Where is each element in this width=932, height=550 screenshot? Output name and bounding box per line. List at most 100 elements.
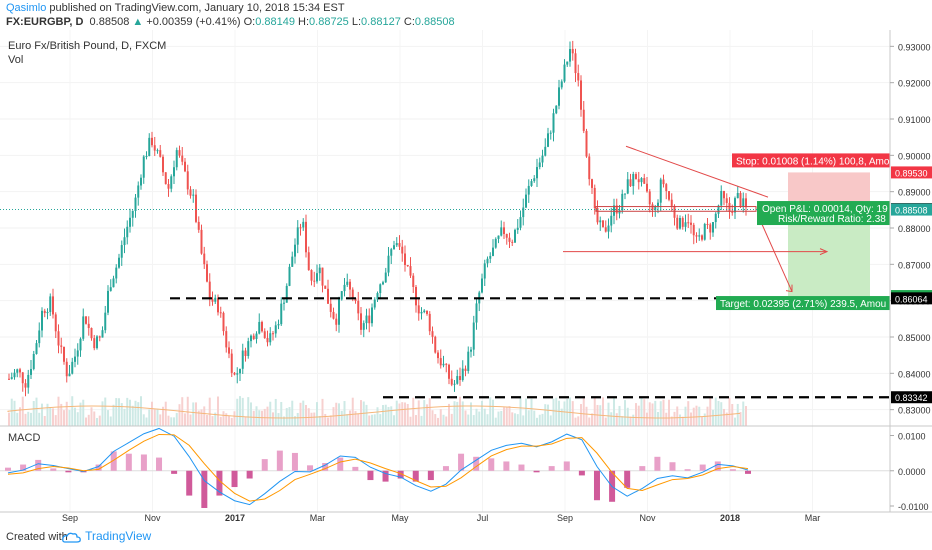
volume-bar (679, 414, 681, 426)
volume-bar (621, 416, 624, 426)
macd-histogram-bar (578, 470, 585, 476)
volume-bar (659, 401, 662, 426)
high-value: 0.88725 (309, 16, 349, 28)
volume-bar (96, 417, 98, 426)
volume-bar (164, 401, 167, 426)
candle-body (272, 333, 274, 335)
candle-body (93, 338, 96, 349)
volume-bar (200, 409, 203, 426)
volume-bar (269, 401, 272, 426)
candle-body (489, 255, 492, 259)
target-label-bg (716, 296, 890, 311)
volume-bar (640, 398, 643, 426)
volume-bar (401, 402, 404, 426)
candle-body (126, 226, 129, 238)
candle-body (10, 377, 13, 379)
macd-y-tick-label: -0.0100 (898, 502, 929, 512)
chart-area[interactable]: Stop: 0.01008 (1.14%) 100,8, Amo Open P&L… (0, 30, 932, 526)
volume-bar (690, 412, 692, 426)
volume-bar (624, 400, 626, 426)
stop-label: Stop: 0.01008 (1.14%) 100,8, Amo (736, 156, 890, 167)
volume-bar (340, 410, 343, 426)
volume-bar (525, 398, 527, 426)
author-link[interactable]: Qasimlo (6, 2, 47, 14)
candle-body (635, 174, 637, 180)
volume-bar (98, 415, 101, 426)
volume-bar (225, 413, 228, 426)
candle-body (549, 132, 552, 134)
volume-bar (338, 403, 340, 426)
pnl-label: Open P&L: 0.00014, Qty: 19 (762, 204, 888, 215)
volume-bar (519, 396, 522, 426)
volume-bar (745, 406, 747, 426)
volume-bar (101, 401, 104, 426)
candle-body (74, 356, 76, 362)
candle-body (16, 369, 19, 373)
candle-body (569, 48, 571, 62)
volume-bar (148, 409, 151, 426)
x-tick-label: Sep (62, 513, 78, 523)
candle-body (217, 297, 219, 313)
price-axis-tag-label: 0.83342 (895, 393, 928, 403)
candle-body (71, 361, 74, 374)
candle-body (486, 258, 489, 264)
volume-bar (299, 402, 302, 426)
volume-bar (533, 410, 536, 426)
volume-bar (709, 397, 712, 426)
volume-bar (371, 414, 373, 426)
volume-bar (720, 402, 723, 426)
volume-bar (547, 404, 549, 426)
candle-body (679, 218, 681, 229)
volume-bar (272, 412, 274, 426)
candle-body (530, 181, 533, 186)
y-tick-label: 0.89000 (898, 188, 931, 198)
volume-bar (255, 406, 258, 426)
volume-bar (516, 414, 519, 426)
volume-bar (24, 413, 27, 426)
candle-body (327, 288, 329, 304)
volume-bar (258, 410, 261, 426)
candle-body (629, 179, 632, 187)
macd-histogram-bar (307, 465, 314, 471)
candle-body (241, 350, 244, 369)
macd-histogram-bar (322, 463, 329, 471)
volume-bar (478, 411, 481, 426)
volume-bar (107, 410, 109, 426)
volume-bar (288, 407, 291, 426)
volume-bar (390, 406, 393, 426)
candle-body (646, 183, 648, 192)
volume-bar (173, 417, 175, 426)
candle-body (82, 316, 85, 339)
candle-body (316, 273, 318, 282)
chart-header: Qasimlo published on TradingView.com, Ja… (0, 0, 932, 30)
volume-bar (728, 397, 731, 426)
volume-bar (46, 403, 49, 426)
macd-histogram-bar (473, 456, 480, 471)
candle-body (43, 310, 46, 314)
volume-bar (30, 412, 32, 426)
volume-bar (560, 408, 563, 426)
candle-body (574, 53, 577, 74)
tradingview-logo-link[interactable]: TradingView (62, 529, 151, 543)
volume-bar (676, 406, 679, 426)
volume-bar (131, 405, 134, 426)
candle-body (475, 303, 478, 323)
candle-body (46, 311, 49, 314)
volume-bar (602, 397, 604, 426)
candle-body (307, 252, 310, 271)
volume-bar (428, 398, 431, 426)
macd-histogram-bar (35, 459, 42, 471)
drawings: Stop: 0.01008 (1.14%) 100,8, Amo Open P&L… (0, 145, 890, 399)
volume-bar (71, 396, 74, 426)
volume-bar (459, 396, 461, 426)
vol-label: Vol (8, 54, 23, 66)
candle-body (483, 263, 486, 279)
projection-arrow (757, 215, 793, 292)
candle-body (35, 343, 38, 354)
candle-body (175, 150, 178, 168)
candle-body (426, 310, 428, 314)
volume-bar (310, 412, 313, 426)
volume-bar (123, 408, 126, 426)
candle-body (277, 324, 280, 326)
volume-bar (82, 399, 85, 426)
